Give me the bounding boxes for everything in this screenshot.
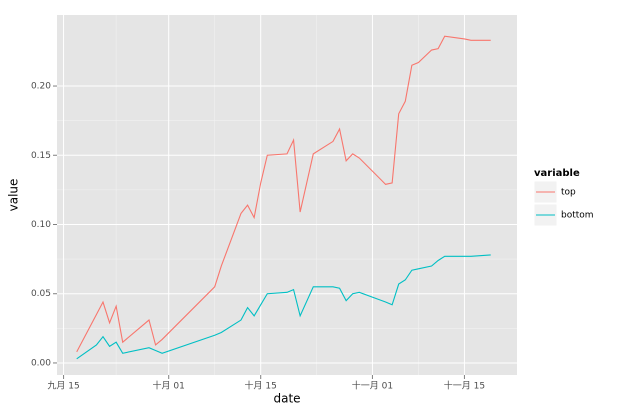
- x-axis-title: date: [273, 392, 300, 406]
- series-line: [76, 35, 491, 353]
- x-tick-label: 九月 15: [47, 381, 79, 392]
- legend-label: top: [561, 188, 576, 198]
- series-line: [76, 254, 491, 360]
- x-tick-label: 十一月 15: [444, 380, 485, 392]
- x-tick-label: 十月 15: [245, 380, 277, 392]
- legend-title: variable: [534, 168, 580, 179]
- x-tick-label: 十月 01: [153, 380, 185, 392]
- plot-panel: [57, 15, 517, 375]
- y-tick-label: 0.15: [31, 151, 51, 161]
- y-axis-title: value: [7, 179, 21, 212]
- x-tick-label: 十一月 01: [352, 380, 393, 392]
- y-tick-label: 0.20: [31, 82, 51, 92]
- y-tick-label: 0.00: [31, 358, 51, 368]
- y-tick-label: 0.05: [31, 289, 51, 299]
- legend-label: bottom: [561, 211, 594, 221]
- y-tick-label: 0.10: [31, 220, 51, 230]
